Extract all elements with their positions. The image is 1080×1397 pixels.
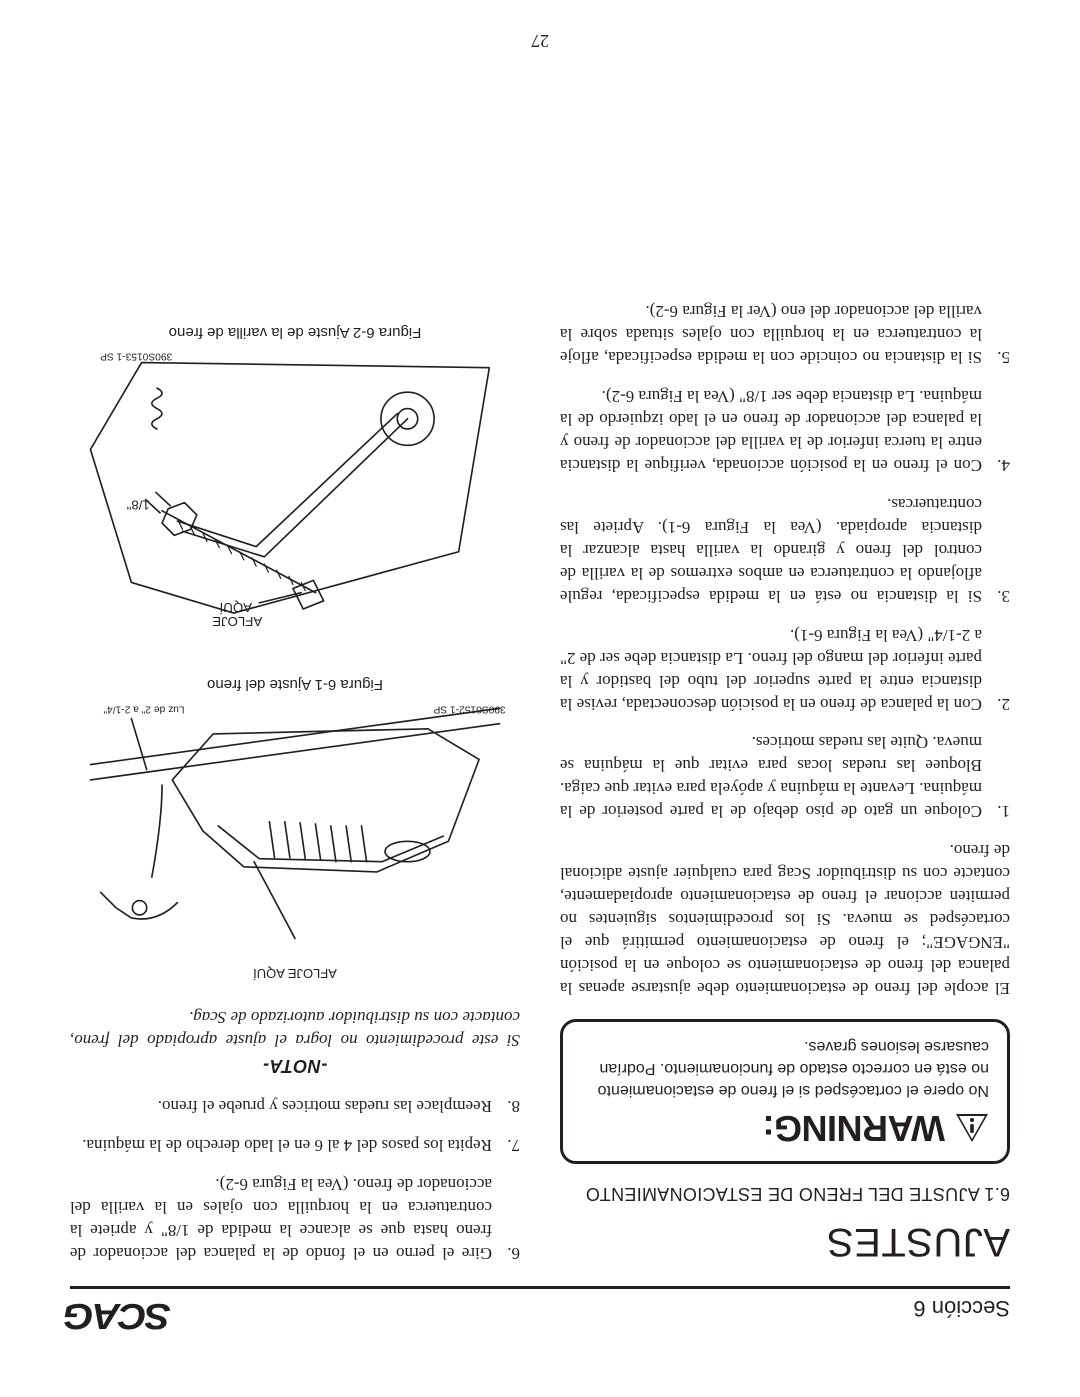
- step-item: Con la palanca de freno en la posición d…: [560, 623, 1010, 715]
- warning-label: WARNING:: [763, 1107, 945, 1149]
- warning-body: No opere el cortacésped si el freno de e…: [581, 1036, 989, 1101]
- right-column: Gire el perno en el fondo de la palanca …: [70, 284, 520, 1264]
- note-body: Si este procedimiento no logra el ajuste…: [70, 1006, 520, 1052]
- step-item: Si la distancia no está en la medida esp…: [560, 492, 1010, 607]
- warning-head: WARNING:: [581, 1107, 989, 1149]
- fig2-dim: 1/8": [126, 497, 149, 512]
- section-heading: 6.1 AJUSTE DEL FRENO DE ESTACIONAMIENTO: [560, 1182, 1010, 1205]
- steps-list-left: Coloque un gato de piso debajo de la par…: [560, 300, 1010, 823]
- section-label: Sección 6: [913, 1295, 1010, 1321]
- step-item: Si la distancia no coincide con la medid…: [560, 300, 1010, 369]
- intro-paragraph: El acople del freno de estacionamiento d…: [560, 838, 1010, 999]
- fig1-caption: Figura 6-1 Ajuste del freno: [70, 676, 520, 693]
- fig1-gap-label: Luz de 2" a 2-1/4": [103, 704, 184, 715]
- page-number: 27: [0, 30, 1080, 51]
- fig1-code: 390S0152-1 SP: [433, 704, 505, 715]
- step-item: Repita los pasos del 4 al 6 en el lado d…: [70, 1133, 520, 1156]
- steps-list-right: Gire el perno en el fondo de la palanca …: [70, 1094, 520, 1264]
- fig2-loosen: AFLOJE: [212, 614, 262, 629]
- header-bar: Sección 6 SCAG: [70, 1286, 1010, 1337]
- step-item: Reemplace las ruedas motrices y pruebe e…: [70, 1094, 520, 1117]
- fig1-label: AFLOJE AQUÍ: [70, 967, 520, 982]
- section-title: AJUSTE DEL FRENO DE ESTACIONAMIENTO: [586, 1184, 980, 1204]
- step-item: Gire el perno en el fondo de la palanca …: [70, 1172, 520, 1264]
- section-number: 6.1: [984, 1184, 1010, 1204]
- fig2-caption: Figura 6-2 Ajuste de la varilla de freno: [70, 324, 520, 341]
- warning-icon: [955, 1113, 989, 1143]
- step-item: Con el freno en la posición accionada, v…: [560, 384, 1010, 476]
- warning-box: WARNING: No opere el cortacésped si el f…: [560, 1019, 1010, 1164]
- left-column: AJUSTES 6.1 AJUSTE DEL FRENO DE ESTACION…: [560, 284, 1010, 1264]
- figure-6-2: AFLOJE AQUÍ 1/8" 390S0153-1 SP: [70, 347, 520, 654]
- step-item: Coloque un gato de piso debajo de la par…: [560, 731, 1010, 823]
- note-heading: -NOTA-: [70, 1055, 520, 1076]
- fig2-here: AQUÍ: [219, 599, 252, 614]
- brand-logo: SCAG: [65, 1295, 171, 1337]
- fig2-code: 390S0153-1 SP: [100, 350, 172, 361]
- figure-6-1: Luz de 2" a 2-1/4" 390S0152-1 SP: [70, 699, 520, 965]
- page-title: AJUSTES: [560, 1219, 1010, 1264]
